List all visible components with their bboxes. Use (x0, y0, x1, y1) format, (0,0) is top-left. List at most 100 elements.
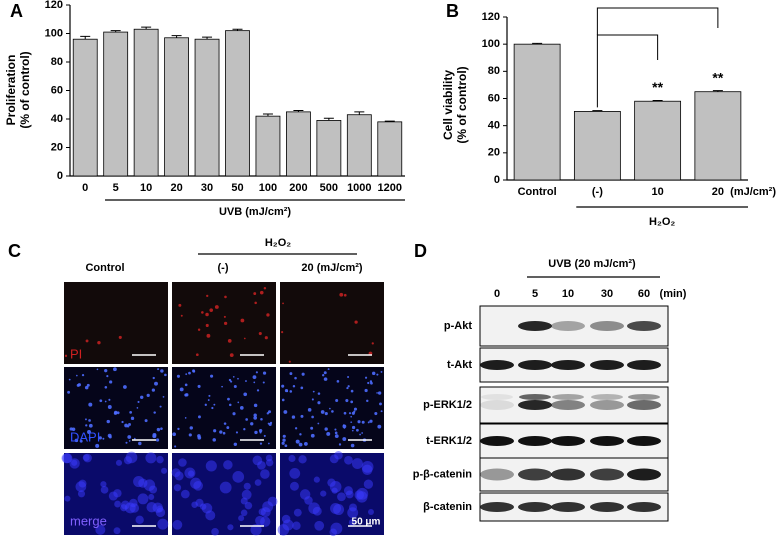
cell (62, 453, 73, 464)
panel-label: D (414, 241, 427, 261)
cell (317, 422, 320, 425)
cell (227, 524, 234, 531)
cell (334, 450, 343, 460)
bar (72, 38, 98, 177)
y-axis-label: (% of control) (455, 66, 469, 143)
cell (346, 386, 349, 390)
cell (146, 393, 150, 397)
cell (152, 432, 157, 437)
x-tick-label: 20 (170, 182, 182, 194)
band (551, 321, 585, 331)
cell (243, 482, 251, 490)
y-tick-label: 120 (482, 11, 500, 23)
cell (245, 418, 248, 421)
cell (266, 313, 270, 317)
cell (232, 412, 236, 416)
cell (115, 459, 123, 466)
cell (213, 429, 217, 433)
cell (195, 498, 204, 507)
row-label: merge (70, 513, 107, 528)
error-bar (141, 26, 152, 30)
cell (201, 503, 213, 514)
cell (76, 383, 80, 387)
cell (152, 376, 155, 380)
cell (162, 396, 165, 398)
cell (366, 399, 369, 403)
cell (77, 490, 86, 498)
cell (267, 410, 272, 414)
group-label: UVB (mJ/cm²) (219, 206, 291, 218)
band (518, 502, 552, 512)
cell (227, 339, 232, 343)
cell (259, 442, 263, 445)
cell (350, 389, 354, 393)
cell (212, 438, 216, 442)
cell (256, 389, 260, 392)
cell (197, 328, 201, 331)
x-tick-label: 1000 (347, 182, 371, 194)
cell (312, 390, 315, 393)
cell (343, 293, 347, 297)
cell (289, 372, 293, 375)
cell (307, 408, 312, 412)
cell (221, 385, 223, 388)
cell (64, 495, 71, 502)
panel-label: C (8, 241, 21, 261)
cell (97, 340, 101, 345)
cell (223, 315, 226, 318)
cell (370, 381, 373, 385)
cell (258, 331, 262, 336)
y-tick-label: 20 (488, 147, 500, 159)
cell (178, 458, 187, 467)
cell (159, 405, 162, 408)
cell (104, 369, 108, 373)
cell (174, 445, 177, 448)
cell (129, 498, 138, 508)
cell (310, 426, 314, 430)
cell (264, 336, 268, 340)
cell (81, 373, 85, 377)
cell (293, 508, 302, 517)
cell (164, 373, 167, 377)
x-tick-label: 10 (652, 186, 664, 198)
cell (259, 431, 262, 434)
band (551, 468, 585, 481)
cell (367, 421, 370, 424)
lane-label: 5 (532, 288, 538, 300)
y-tick-label: 60 (488, 92, 500, 104)
lane-unit: (min) (660, 288, 687, 300)
cell (240, 318, 245, 323)
bar (225, 30, 250, 177)
cell (133, 437, 136, 440)
cell (356, 491, 368, 503)
cell (284, 444, 288, 448)
cell (267, 496, 278, 507)
cell (257, 460, 266, 470)
band (590, 502, 624, 512)
cell (83, 453, 92, 463)
bracket (596, 7, 719, 35)
band (480, 400, 514, 410)
row-label: β-catenin (423, 501, 472, 513)
cell (292, 385, 296, 388)
cell (125, 441, 128, 444)
cell (350, 421, 353, 424)
row-label: p-Akt (444, 320, 472, 332)
cell (98, 436, 102, 440)
cell (304, 496, 313, 505)
band (627, 468, 661, 481)
cell (350, 415, 352, 418)
cell (266, 412, 270, 415)
cell (67, 390, 71, 394)
cell (161, 467, 168, 474)
y-tick-label: 80 (51, 56, 63, 68)
cell (265, 458, 274, 467)
cell (317, 401, 321, 405)
cell (157, 518, 169, 530)
cell (329, 528, 337, 537)
cell (156, 455, 164, 464)
band (591, 394, 623, 400)
cell (254, 479, 262, 486)
cell (288, 454, 296, 463)
cell (380, 410, 383, 413)
